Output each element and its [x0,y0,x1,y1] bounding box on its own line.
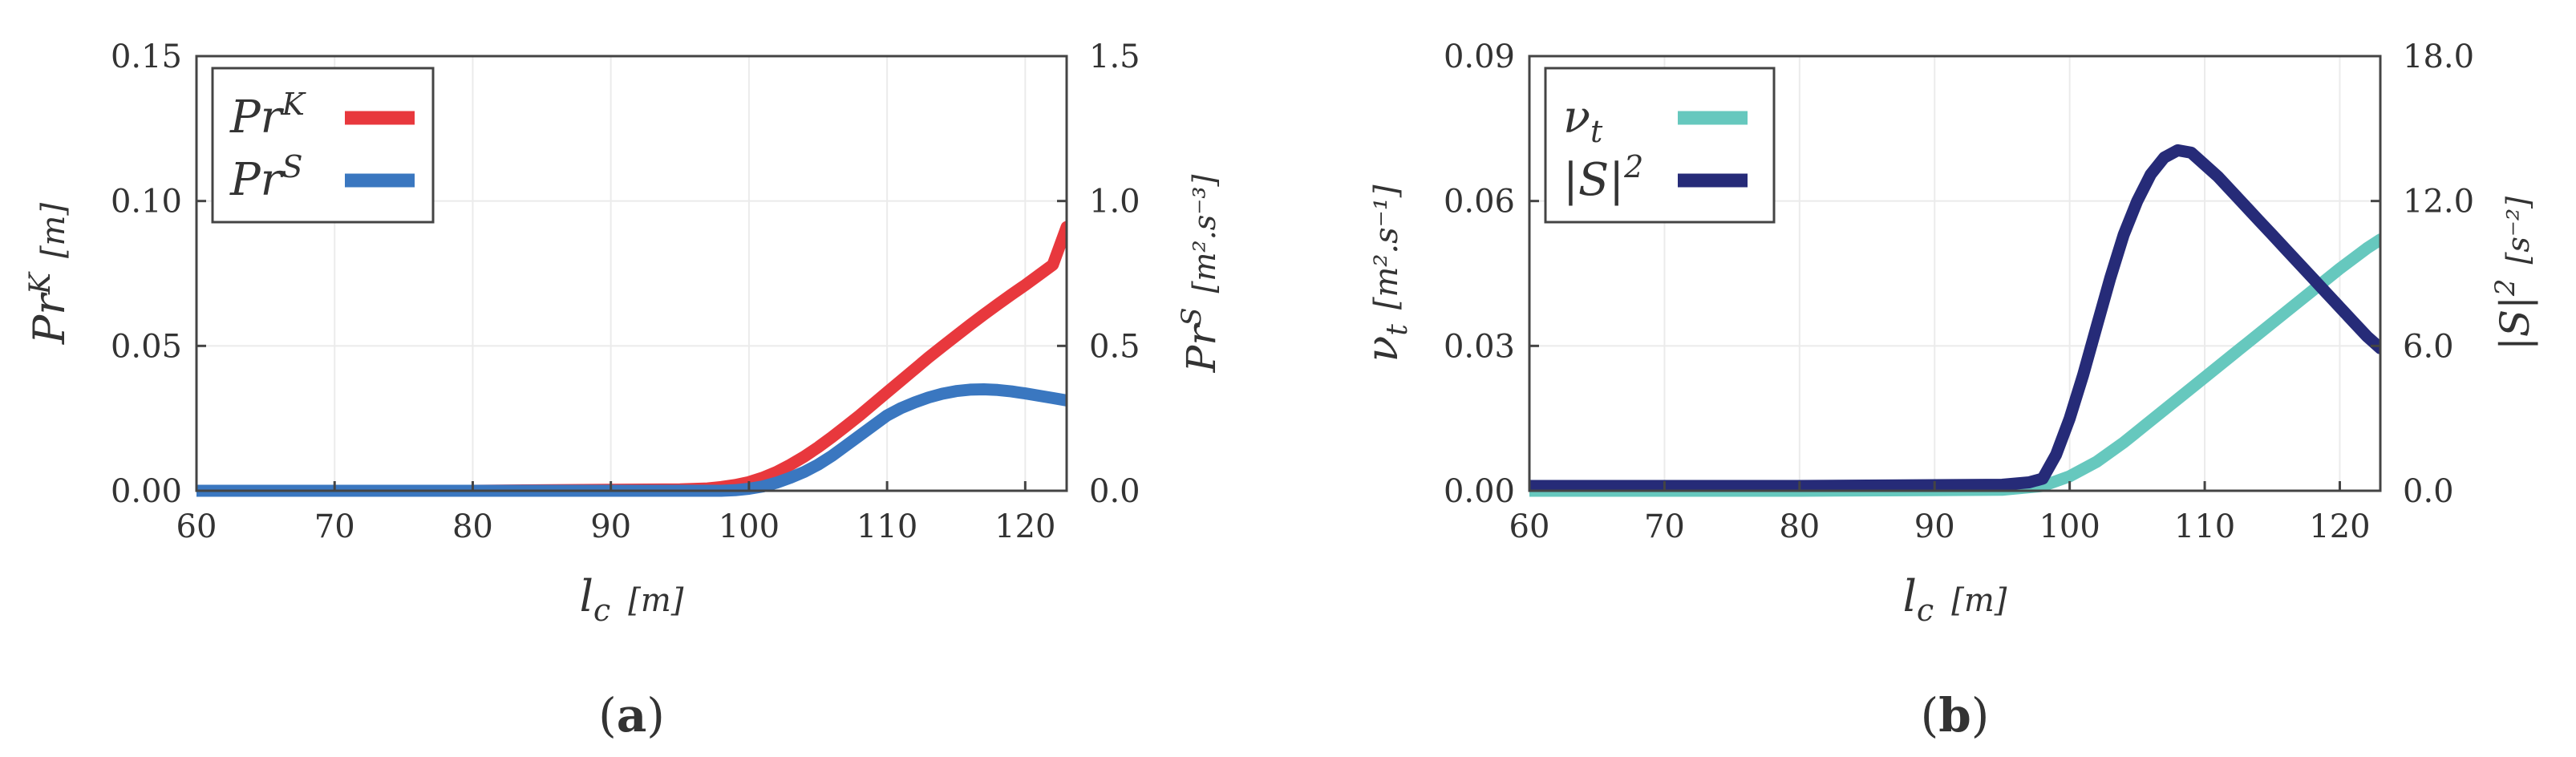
y-right-axis-label: |S|2 [s⁻²] [2489,196,2538,350]
y-right-tick-label: 12.0 [2403,184,2474,221]
y-right-tick-label: 1.0 [1089,184,1140,221]
x-tick-label: 110 [2174,508,2235,545]
y-left-tick-label: 0.05 [111,328,182,365]
y-left-tick-label: 0.03 [1444,328,1515,365]
caption-letter: a [617,688,647,743]
x-axis-unit: [m] [628,582,684,619]
y-right-tick-label: 1.5 [1089,38,1140,75]
legend-label-1: PrS [229,149,303,206]
legend-symbol: Pr [229,154,285,206]
y-right-axis-superscript: 2 [2489,278,2521,297]
caption-close-paren: ) [1971,688,1990,743]
panel-caption: (b) [1921,688,1990,743]
x-tick-label: 60 [176,508,217,545]
x-tick-label: 100 [2039,508,2100,545]
legend-superscript: K [281,87,306,122]
legend-label-0: PrK [229,87,306,144]
x-tick-label: 70 [314,508,355,545]
caption-open-paren: ( [1921,688,1939,743]
series-lines [1529,144,2380,497]
panel-a: 60 70 80 90 100 110 120 0.00 0.05 0.10 0.15 0.0 0.5 1… [24,38,1225,743]
legend-subscript: t [1590,114,1603,149]
y-right-axis-symbol: |S| [2492,296,2538,350]
x-axis-label: lc [m] [1903,571,2007,628]
y-left-axis-symbol: Pr [24,292,75,345]
legend-box [211,67,435,224]
y-left-axis-symbol: ν [1357,336,1407,362]
y-left-axis-unit: [m] [35,203,72,259]
caption-close-paren: ) [646,688,665,743]
x-axis-symbol: l [580,571,593,621]
y-left-tick-label: 0.15 [111,38,182,75]
x-tick-label: 100 [719,508,780,545]
series-line-0 [196,221,1067,497]
caption-open-paren: ( [598,688,617,743]
caption-letter: b [1938,688,1971,743]
y-right-tick-label: 18.0 [2403,38,2474,75]
x-axis-subscript: c [1917,593,1934,628]
panel-b: 60 70 80 90 100 110 120 0.00 0.03 0.06 0.09 0.0 6.0 1… [1357,38,2538,743]
y-right-tick-label: 0.0 [1089,473,1140,510]
legend-symbol: Pr [229,91,285,144]
y-right-tick-label: 6.0 [2403,328,2454,365]
y-left-tick-label: 0.00 [111,473,182,510]
y-right-axis-unit: [m².s⁻³] [1187,175,1222,293]
panel-caption: (a) [598,688,665,743]
x-tick-label: 90 [1914,508,1955,545]
y-left-axis-label: PrK [m] [24,203,75,346]
y-left-axis-unit: [m².s⁻¹] [1368,184,1405,310]
y-right-tick-label: 0.5 [1089,328,1140,365]
y-left-axis-subscript: t [1381,324,1414,336]
y-left-tick-label: 0.06 [1444,184,1515,221]
legend: νt|S|2 [1544,67,1776,224]
x-tick-label: 60 [1509,508,1550,545]
x-axis-unit: [m] [1951,582,2007,619]
legend-symbol: |S| [1563,154,1624,206]
x-tick-label: 110 [857,508,917,545]
x-tick-label: 80 [1779,508,1820,545]
legend-superscript: 2 [1623,149,1643,184]
series-line-1 [1529,144,2380,492]
x-tick-label: 120 [994,508,1055,545]
y-right-tick-label: 0.0 [2403,473,2454,510]
y-left-tick-label: 0.00 [1444,473,1515,510]
x-axis-subscript: c [593,593,610,628]
y-left-tick-label: 0.09 [1444,38,1515,75]
y-left-axis-superscript: K [24,271,57,295]
series-lines [196,221,1067,497]
y-right-axis-superscript: S [1176,307,1208,326]
y-right-axis-unit: [s⁻²] [2501,196,2536,265]
x-tick-label: 70 [1644,508,1685,545]
y-right-axis-label: PrS [m².s⁻³] [1176,175,1225,374]
legend-superscript: S [281,149,302,184]
y-left-tick-label: 0.10 [111,184,182,221]
legend-label-1: |S|2 [1563,149,1643,206]
x-tick-label: 90 [590,508,631,545]
legend-box [1544,67,1776,224]
y-right-axis-symbol: Pr [1178,324,1225,374]
legend-symbol: ν [1563,91,1590,144]
x-axis-label: lc [m] [580,571,684,628]
x-axis-symbol: l [1903,571,1917,621]
x-tick-label: 80 [452,508,493,545]
x-tick-label: 120 [2309,508,2370,545]
y-left-axis-label: νt [m².s⁻¹] [1357,184,1414,362]
plot-frame [195,55,1068,492]
legend-label-0: νt [1563,91,1603,149]
series-line-1 [196,383,1067,497]
plot-frame [1528,55,2382,492]
series-line-0 [1529,233,2380,497]
